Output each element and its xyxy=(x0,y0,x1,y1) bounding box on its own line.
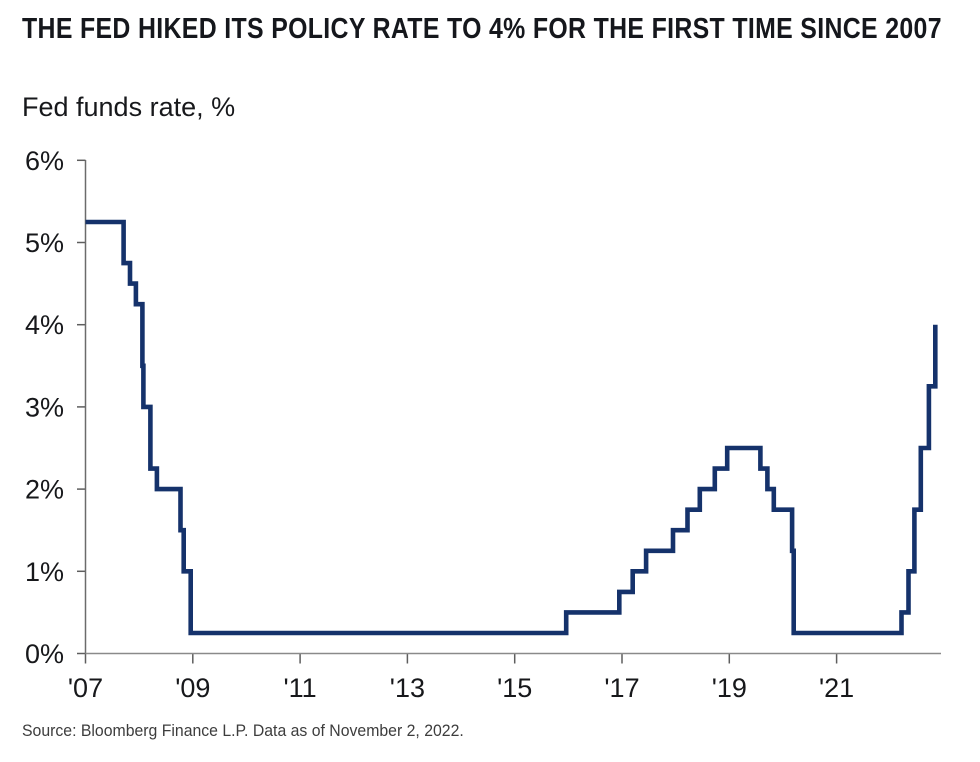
x-tick-label: '19 xyxy=(712,673,747,703)
y-tick-label: 4% xyxy=(25,310,64,340)
source-note: Source: Bloomberg Finance L.P. Data as o… xyxy=(22,721,464,740)
y-tick-label: 2% xyxy=(25,475,64,505)
fed-funds-rate-line xyxy=(85,219,938,636)
y-axis-tick-labels: 0% 1% 2% 3% 4% 5% 6% xyxy=(25,146,64,669)
x-tick-label: '13 xyxy=(390,673,425,703)
y-tick-label: 1% xyxy=(25,557,64,587)
x-tick-label: '21 xyxy=(819,673,854,703)
x-tick-label: '15 xyxy=(497,673,532,703)
x-tick-label: '11 xyxy=(284,673,317,703)
chart-subtitle: Fed funds rate, % xyxy=(22,92,236,122)
chart-title: THE FED HIKED ITS POLICY RATE TO 4% FOR … xyxy=(22,13,942,45)
y-tick-label: 6% xyxy=(25,146,64,176)
x-axis-ticks xyxy=(84,653,838,664)
y-tick-label: 3% xyxy=(25,392,64,422)
x-tick-label: '09 xyxy=(175,673,210,703)
y-tick-label: 5% xyxy=(25,228,64,258)
y-axis-ticks xyxy=(77,159,86,655)
x-axis-tick-labels: '07 '09 '11 '13 '15 '17 '19 '21 xyxy=(68,673,854,703)
x-tick-label: '07 xyxy=(68,673,103,703)
x-tick-label: '17 xyxy=(604,673,639,703)
y-tick-label: 0% xyxy=(25,639,64,669)
